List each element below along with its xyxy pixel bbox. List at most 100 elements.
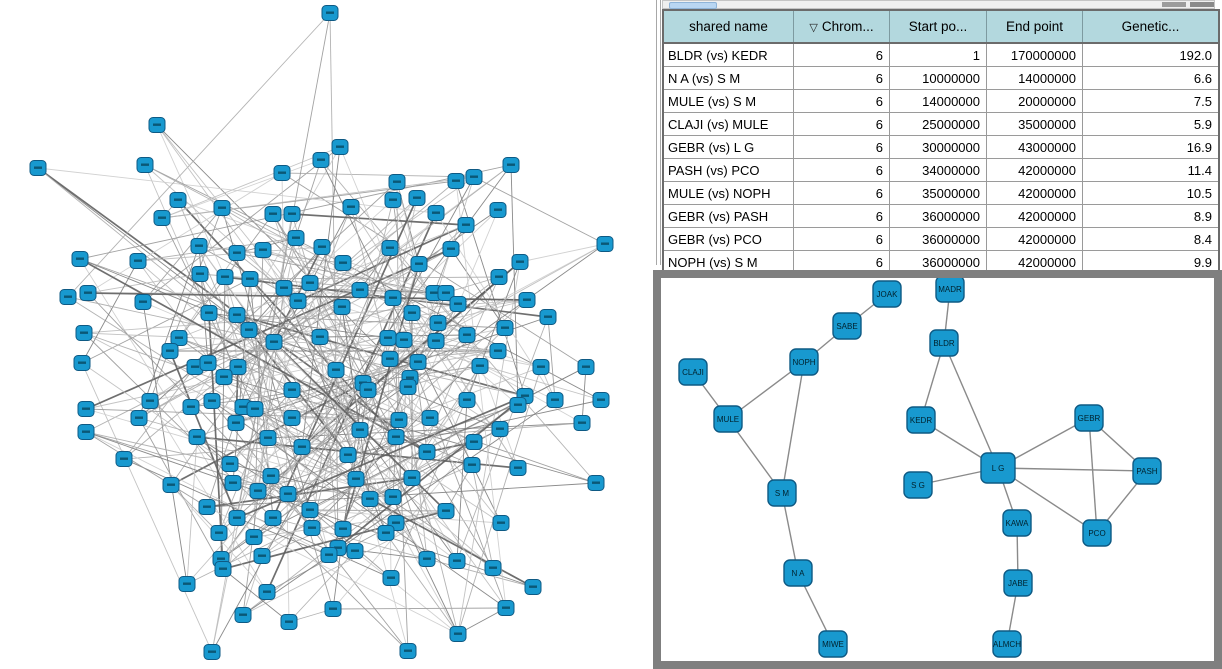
table-row[interactable]: MULE (vs) S M 6 14000000 20000000 7.5 bbox=[662, 89, 1220, 113]
large-network-canvas[interactable] bbox=[0, 0, 655, 669]
subnetwork-node-sabe[interactable] bbox=[832, 312, 862, 340]
subnetwork-node-gebr[interactable] bbox=[1074, 404, 1104, 432]
subnetwork-node-s-m[interactable] bbox=[767, 479, 797, 507]
table-horizontal-scrollbar[interactable] bbox=[662, 0, 1215, 9]
shared-name-cell[interactable]: GEBR (vs) PASH bbox=[662, 204, 794, 228]
value-cell[interactable]: 42000000 bbox=[986, 227, 1083, 251]
value-cell[interactable]: 14000000 bbox=[986, 66, 1083, 90]
value-cell[interactable]: 36000000 bbox=[889, 204, 987, 228]
shared-name-cell[interactable]: GEBR (vs) PCO bbox=[662, 227, 794, 251]
network-edge bbox=[248, 199, 394, 331]
network-edge bbox=[347, 399, 602, 456]
value-cell[interactable]: 16.9 bbox=[1082, 135, 1220, 159]
node-label-micro bbox=[203, 505, 211, 508]
subnetwork-node-kedr[interactable] bbox=[906, 406, 936, 434]
subnetwork-node-bldr[interactable] bbox=[929, 329, 959, 357]
shared-name-cell[interactable]: CLAJI (vs) MULE bbox=[662, 112, 794, 136]
value-cell[interactable]: 8.9 bbox=[1082, 204, 1220, 228]
table-row[interactable]: MULE (vs) NOPH 6 35000000 42000000 10.5 bbox=[662, 181, 1220, 205]
value-cell[interactable]: 6 bbox=[793, 158, 890, 182]
subnetwork-node-jabe[interactable] bbox=[1003, 569, 1033, 597]
scrollbar-end-segment[interactable] bbox=[1162, 2, 1186, 7]
value-cell[interactable]: 20000000 bbox=[986, 89, 1083, 113]
value-cell[interactable]: 42000000 bbox=[986, 204, 1083, 228]
value-cell[interactable]: 42000000 bbox=[986, 158, 1083, 182]
table-row[interactable]: GEBR (vs) PASH 6 36000000 42000000 8.9 bbox=[662, 204, 1220, 228]
value-cell[interactable]: 10000000 bbox=[889, 66, 987, 90]
value-cell[interactable]: 30000000 bbox=[889, 135, 987, 159]
value-cell[interactable]: 35000000 bbox=[889, 181, 987, 205]
table-row[interactable]: GEBR (vs) PCO 6 36000000 42000000 8.4 bbox=[662, 227, 1220, 251]
table-row[interactable]: N A (vs) S M 6 10000000 14000000 6.6 bbox=[662, 66, 1220, 90]
subnetwork-node-madr[interactable] bbox=[935, 278, 965, 303]
value-cell[interactable]: 43000000 bbox=[986, 135, 1083, 159]
value-cell[interactable]: 6 bbox=[793, 227, 890, 251]
table-row[interactable]: BLDR (vs) KEDR 6 1 170000000 192.0 bbox=[662, 42, 1220, 67]
value-cell[interactable]: 6 bbox=[793, 135, 890, 159]
value-cell[interactable]: 6.6 bbox=[1082, 66, 1220, 90]
node-label-micro bbox=[432, 339, 440, 342]
network-edge bbox=[254, 408, 494, 569]
value-cell[interactable]: 170000000 bbox=[986, 42, 1083, 67]
value-cell[interactable]: 6 bbox=[793, 66, 890, 90]
value-cell[interactable]: 6 bbox=[793, 42, 890, 67]
column-header-genetic-[interactable]: Genetic... bbox=[1082, 9, 1220, 44]
value-cell[interactable]: 6 bbox=[793, 181, 890, 205]
subnetwork-node-miwe[interactable] bbox=[818, 630, 848, 658]
value-cell[interactable]: 36000000 bbox=[889, 227, 987, 251]
value-cell[interactable]: 25000000 bbox=[889, 112, 987, 136]
subnetwork-node-noph[interactable] bbox=[789, 348, 819, 376]
subnetwork-node-kawa[interactable] bbox=[1002, 509, 1032, 537]
value-cell[interactable]: 10.5 bbox=[1082, 181, 1220, 205]
column-header-end-point[interactable]: End point bbox=[986, 9, 1083, 44]
value-cell[interactable]: 7.5 bbox=[1082, 89, 1220, 113]
scrollbar-end-segment2[interactable] bbox=[1190, 2, 1214, 7]
filter-icon[interactable]: ▽ bbox=[809, 22, 818, 34]
shared-name-cell[interactable]: N A (vs) S M bbox=[662, 66, 794, 90]
value-cell[interactable]: 192.0 bbox=[1082, 42, 1220, 67]
value-cell[interactable]: 8.4 bbox=[1082, 227, 1220, 251]
column-header-chrom-[interactable]: ▽ Chrom... bbox=[793, 9, 890, 44]
network-edge bbox=[249, 276, 500, 280]
shared-name-cell[interactable]: MULE (vs) NOPH bbox=[662, 181, 794, 205]
shared-name-cell[interactable]: MULE (vs) S M bbox=[662, 89, 794, 113]
value-cell[interactable]: 1 bbox=[889, 42, 987, 67]
subnetwork-node-pash[interactable] bbox=[1132, 457, 1162, 485]
scrollbar-thumb[interactable] bbox=[669, 2, 717, 9]
network-edge bbox=[178, 337, 293, 419]
table-row[interactable]: CLAJI (vs) MULE 6 25000000 35000000 5.9 bbox=[662, 112, 1220, 136]
shared-name-cell[interactable]: GEBR (vs) L G bbox=[662, 135, 794, 159]
value-cell[interactable]: 6 bbox=[793, 204, 890, 228]
subnetwork-node-pco[interactable] bbox=[1082, 519, 1112, 547]
value-cell[interactable]: 11.4 bbox=[1082, 158, 1220, 182]
subnetwork-node-joak[interactable] bbox=[872, 280, 902, 308]
table-row[interactable]: GEBR (vs) L G 6 30000000 43000000 16.9 bbox=[662, 135, 1220, 159]
value-cell[interactable]: 6 bbox=[793, 89, 890, 113]
network-edge bbox=[418, 209, 499, 265]
attribute-table: shared name ▽ Chrom... Start po... End point… bbox=[662, 9, 1220, 275]
subnetwork-node-mule[interactable] bbox=[713, 405, 743, 433]
shared-name-cell[interactable]: BLDR (vs) KEDR bbox=[662, 42, 794, 67]
subnetwork-node-l-g[interactable] bbox=[980, 452, 1016, 484]
subnetwork-node-almch[interactable] bbox=[992, 630, 1022, 658]
value-cell[interactable]: 35000000 bbox=[986, 112, 1083, 136]
shared-name-cell[interactable]: PASH (vs) PCO bbox=[662, 158, 794, 182]
value-cell[interactable]: 6 bbox=[793, 112, 890, 136]
network-edge bbox=[87, 172, 283, 294]
subnetwork-node-claji[interactable] bbox=[678, 358, 708, 386]
node-label-micro bbox=[308, 526, 316, 529]
value-cell[interactable]: 34000000 bbox=[889, 158, 987, 182]
value-cell[interactable]: 14000000 bbox=[889, 89, 987, 113]
node-label-micro bbox=[495, 275, 503, 278]
value-cell[interactable]: 5.9 bbox=[1082, 112, 1220, 136]
network-edge bbox=[85, 339, 405, 410]
table-row[interactable]: PASH (vs) PCO 6 34000000 42000000 11.4 bbox=[662, 158, 1220, 182]
value-cell[interactable]: 42000000 bbox=[986, 181, 1083, 205]
node-label-micro bbox=[400, 338, 408, 341]
subnetwork-node-n-a[interactable] bbox=[783, 559, 813, 587]
column-header-shared-name[interactable]: shared name bbox=[662, 9, 794, 44]
column-header-start-po-[interactable]: Start po... bbox=[889, 9, 987, 44]
subnetwork-node-s-g[interactable] bbox=[903, 471, 933, 499]
table-row[interactable]: NOPH (vs) S M 6 36000000 42000000 9.9 bbox=[662, 250, 1220, 275]
